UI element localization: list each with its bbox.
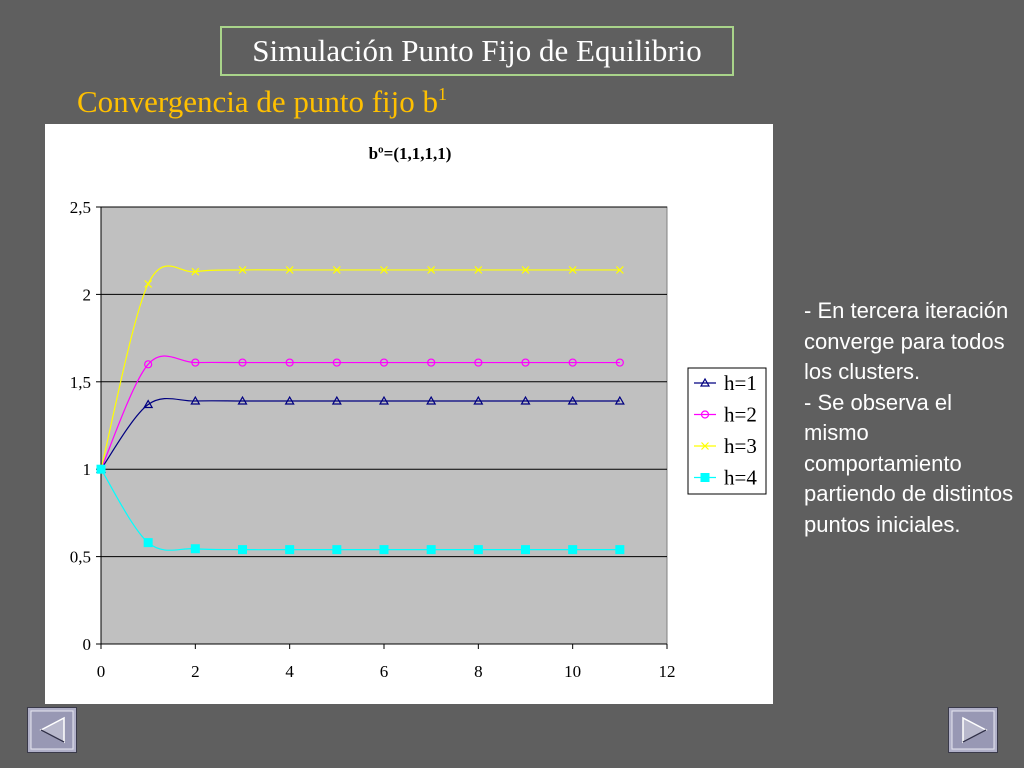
data-point-h2 bbox=[615, 358, 624, 367]
y-tick-label: 0 bbox=[83, 635, 92, 654]
data-point-h2 bbox=[568, 358, 577, 367]
data-point-h4 bbox=[96, 464, 106, 474]
y-tick-label: 2 bbox=[83, 285, 92, 304]
left-triangle-icon bbox=[30, 710, 74, 750]
next-slide-button[interactable] bbox=[948, 707, 998, 753]
data-point-h4 bbox=[426, 545, 436, 555]
data-point-h2 bbox=[474, 358, 483, 367]
note-2: - Se observa el mismo comportamiento par… bbox=[804, 389, 1014, 537]
previous-slide-button[interactable] bbox=[27, 707, 77, 753]
data-point-h3 bbox=[380, 266, 388, 274]
data-point-h1 bbox=[614, 395, 625, 405]
y-tick-label: 1 bbox=[83, 460, 92, 479]
notes-text: - En tercera iteración converge para tod… bbox=[804, 296, 1014, 540]
right-triangle-icon bbox=[951, 710, 995, 750]
y-tick-label: 1,5 bbox=[70, 373, 91, 392]
y-tick-label: 0,5 bbox=[70, 548, 91, 567]
data-point-h1 bbox=[426, 395, 437, 405]
data-point-h2 bbox=[332, 358, 341, 367]
data-point-h1 bbox=[284, 395, 295, 405]
slide-title: Simulación Punto Fijo de Equilibrio bbox=[220, 26, 734, 76]
data-point-h4 bbox=[285, 545, 295, 555]
data-point-h1 bbox=[331, 395, 342, 405]
plot-area bbox=[100, 206, 668, 645]
legend-marker-h3 bbox=[701, 442, 709, 450]
data-point-h4 bbox=[143, 538, 153, 548]
data-point-h1 bbox=[473, 395, 484, 405]
subtitle-superscript: 1 bbox=[438, 84, 448, 104]
data-point-h3 bbox=[332, 266, 341, 274]
data-point-h1 bbox=[190, 395, 201, 405]
subtitle-text: Convergencia de punto fijo b bbox=[77, 84, 439, 119]
data-point-h4 bbox=[568, 545, 578, 555]
legend-label-h2: h=2 bbox=[724, 403, 757, 427]
data-point-h4 bbox=[190, 544, 200, 554]
data-point-h2 bbox=[144, 360, 153, 369]
chart-panel: 0 0,5 1 1,5 2 2,5 0 2 4 6 8 10 12 bº=(1,1,1,1) h=1 h=2 h… bbox=[45, 124, 773, 704]
data-point-h4 bbox=[615, 545, 625, 555]
data-point-h1 bbox=[143, 399, 154, 409]
data-point-h3 bbox=[238, 266, 247, 274]
y-tick-label: 2,5 bbox=[70, 198, 91, 217]
legend-label-h4: h=4 bbox=[724, 466, 757, 490]
data-point-h3 bbox=[191, 267, 200, 276]
legend-label-h3: h=3 bbox=[724, 434, 757, 458]
data-point-h4 bbox=[332, 545, 342, 555]
data-point-h4 bbox=[379, 545, 389, 555]
data-point-h2 bbox=[427, 358, 436, 367]
data-point-h2 bbox=[285, 358, 294, 367]
legend-marker-h2 bbox=[700, 410, 710, 419]
data-point-h3 bbox=[568, 266, 577, 274]
slide-subtitle: Convergencia de punto fijo b1 bbox=[77, 84, 447, 120]
series-line-h2 bbox=[100, 355, 620, 470]
data-point-h1 bbox=[520, 395, 531, 405]
data-point-h3 bbox=[427, 266, 436, 274]
data-point-h4 bbox=[521, 545, 530, 555]
line-chart: 0 0,5 1 1,5 2 2,5 0 2 4 6 8 10 12 bº=(1,1,1,1) h=1 h=2 h… bbox=[70, 144, 767, 681]
data-point-h4 bbox=[473, 545, 483, 555]
data-point-h2 bbox=[238, 358, 247, 367]
legend-label-h1: h=1 bbox=[724, 371, 757, 395]
chart-title: bº=(1,1,1,1) bbox=[369, 144, 452, 163]
legend-marker-h1 bbox=[699, 377, 711, 387]
data-point-h3 bbox=[144, 279, 153, 288]
x-tick-label: 12 bbox=[659, 662, 676, 681]
x-tick-label: 0 bbox=[97, 662, 106, 681]
x-tick-label: 10 bbox=[564, 662, 581, 681]
data-point-h3 bbox=[521, 266, 530, 274]
legend-marker-h4 bbox=[700, 473, 710, 482]
x-tick-label: 4 bbox=[285, 662, 294, 681]
data-point-h1 bbox=[378, 395, 390, 405]
note-1: - En tercera iteración converge para tod… bbox=[804, 298, 1009, 384]
data-point-h3 bbox=[615, 266, 624, 274]
data-point-h2 bbox=[191, 358, 200, 367]
data-point-h2 bbox=[521, 358, 530, 367]
data-point-h4 bbox=[238, 545, 247, 555]
x-tick-label: 2 bbox=[191, 662, 200, 681]
data-point-h3 bbox=[474, 266, 483, 274]
data-point-h3 bbox=[285, 266, 294, 274]
x-tick-label: 6 bbox=[380, 662, 389, 681]
x-tick-label: 8 bbox=[474, 662, 483, 681]
data-point-h1 bbox=[567, 395, 578, 405]
data-point-h1 bbox=[237, 395, 248, 405]
data-point-h2 bbox=[379, 358, 389, 367]
